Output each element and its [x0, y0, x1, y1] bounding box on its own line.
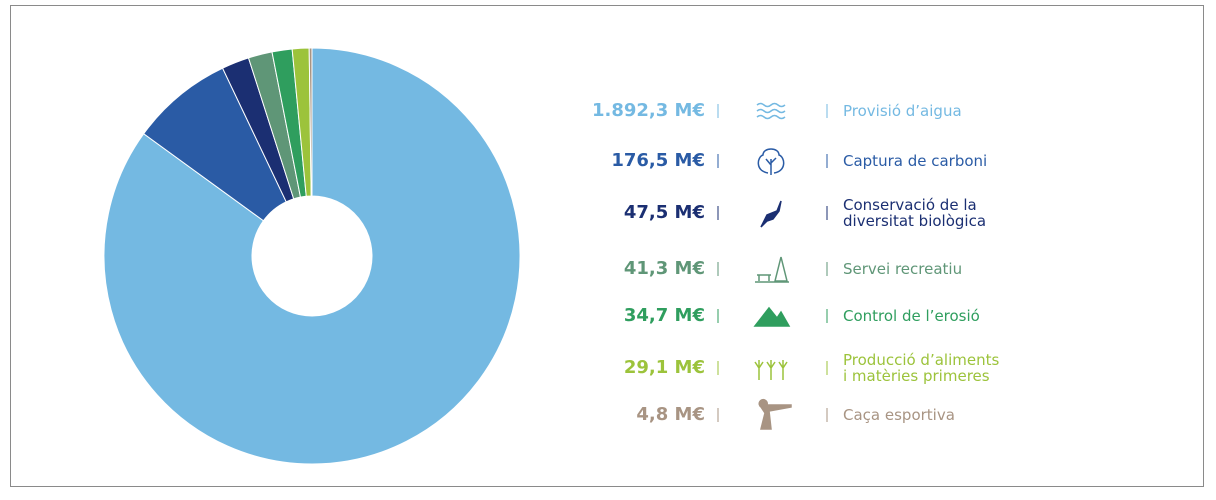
icon [753, 306, 791, 327]
icon [755, 256, 789, 283]
value-label: 1.892,3 M€ [591, 100, 705, 121]
icon [756, 102, 786, 120]
icon [757, 148, 785, 175]
category-label: Producció d’aliments i matèries primeres [843, 351, 1000, 385]
slice [103, 47, 521, 465]
slice [308, 47, 313, 197]
category-label: Captura de carboni [843, 152, 988, 170]
icon [760, 200, 782, 228]
icon [754, 360, 788, 380]
category-label: Control de l’erosió [843, 307, 980, 325]
category-label: Provisió d’aigua [843, 102, 962, 120]
frame [10, 5, 1204, 487]
value-label: 41,3 M€ [623, 258, 705, 279]
value-label: 4,8 M€ [636, 404, 705, 425]
value-label: 29,1 M€ [623, 357, 705, 378]
value-label: 47,5 M€ [623, 202, 705, 223]
category-label: Conservació de la diversitat biològica [843, 196, 987, 230]
category-label: Servei recreatiu [843, 260, 963, 278]
category-label: Caça esportiva [843, 406, 955, 424]
value-label: 176,5 M€ [611, 150, 705, 171]
icon [758, 398, 792, 430]
value-label: 34,7 M€ [623, 305, 705, 326]
